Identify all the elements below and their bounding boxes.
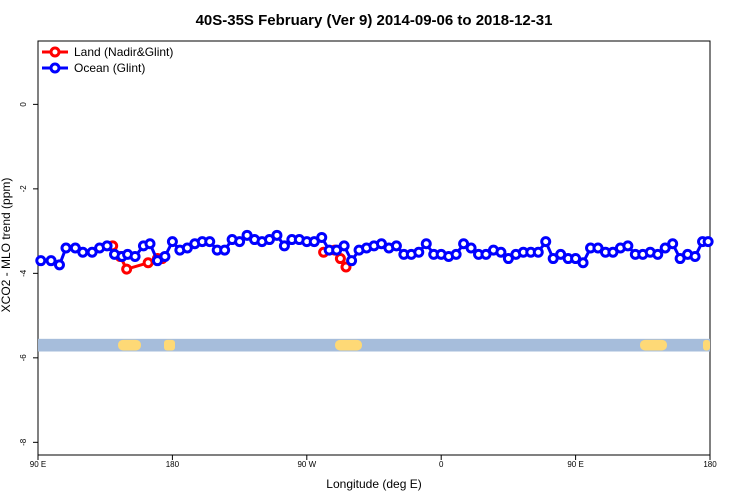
land-patch <box>335 339 362 351</box>
ocean-point <box>390 240 402 252</box>
ocean-point <box>159 250 171 262</box>
y-tick-label: -8 <box>19 438 28 446</box>
ocean-point <box>278 240 290 252</box>
land-patch <box>640 339 667 351</box>
ocean-point <box>53 259 65 271</box>
land-sea-strip <box>38 338 710 352</box>
ocean-point <box>689 250 701 262</box>
legend-marker-ocean <box>49 62 61 74</box>
ocean-point <box>540 236 552 248</box>
ocean-point <box>45 255 57 267</box>
y-axis-label: XCO2 - MLO trend (ppm) <box>0 178 13 313</box>
ocean-point <box>495 246 507 258</box>
x-axis: 90 E 180 90 W 0 90 E 180 <box>30 455 717 469</box>
y-tick-label: -4 <box>19 269 28 277</box>
ocean-point <box>234 236 246 248</box>
land-point <box>121 263 133 275</box>
chart-title: 40S-35S February (Ver 9) 2014-09-06 to 2… <box>196 12 553 29</box>
ocean-point <box>532 246 544 258</box>
land-patch <box>703 339 710 351</box>
ocean-point <box>316 231 328 243</box>
legend-entry-land: Land (Nadir&Glint) <box>42 45 173 59</box>
x-tick-label: 90 E <box>567 460 583 469</box>
ocean-point <box>622 240 634 252</box>
land-patch <box>118 339 141 351</box>
ocean-point <box>129 250 141 262</box>
ocean-point <box>413 246 425 258</box>
ocean-point <box>420 238 432 250</box>
y-tick-label: -2 <box>19 185 28 193</box>
land-point <box>334 253 346 265</box>
ocean-point <box>35 255 47 267</box>
land-patch <box>164 339 175 351</box>
ocean-point <box>450 248 462 260</box>
ocean-point <box>77 246 89 258</box>
ocean-point <box>144 238 156 250</box>
ocean-point <box>702 236 714 248</box>
series-layer <box>35 229 714 275</box>
ocean-point <box>166 236 178 248</box>
ocean-point <box>204 236 216 248</box>
y-tick-label: -6 <box>19 354 28 362</box>
ocean-point <box>101 240 113 252</box>
ocean-point <box>577 257 589 269</box>
ocean-point <box>338 240 350 252</box>
ocean-point <box>652 248 664 260</box>
x-tick-label: 0 <box>439 460 444 469</box>
x-tick-label: 180 <box>166 460 180 469</box>
x-tick-label: 180 <box>703 460 717 469</box>
ocean-point <box>219 244 231 256</box>
ocean-point <box>60 242 72 254</box>
legend-label-ocean: Ocean (Glint) <box>74 61 145 75</box>
land-point <box>340 261 352 273</box>
legend-entry-ocean: Ocean (Glint) <box>42 61 145 75</box>
x-axis-label: Longitude (deg E) <box>326 477 421 491</box>
ocean-band <box>38 338 710 352</box>
land-point <box>142 257 154 269</box>
ocean-point <box>667 238 679 250</box>
plot-frame <box>37 40 711 456</box>
legend: Land (Nadir&Glint) Ocean (Glint) <box>42 45 173 75</box>
ocean-point <box>346 255 358 267</box>
y-axis: 0 -2 -4 -6 -8 <box>19 102 38 446</box>
legend-marker-land <box>49 46 61 58</box>
legend-label-land: Land (Nadir&Glint) <box>74 45 173 59</box>
ocean-point <box>465 242 477 254</box>
ocean-point <box>271 229 283 241</box>
x-tick-label: 90 W <box>297 460 316 469</box>
x-tick-label: 90 E <box>30 460 46 469</box>
y-tick-label: 0 <box>19 102 28 107</box>
